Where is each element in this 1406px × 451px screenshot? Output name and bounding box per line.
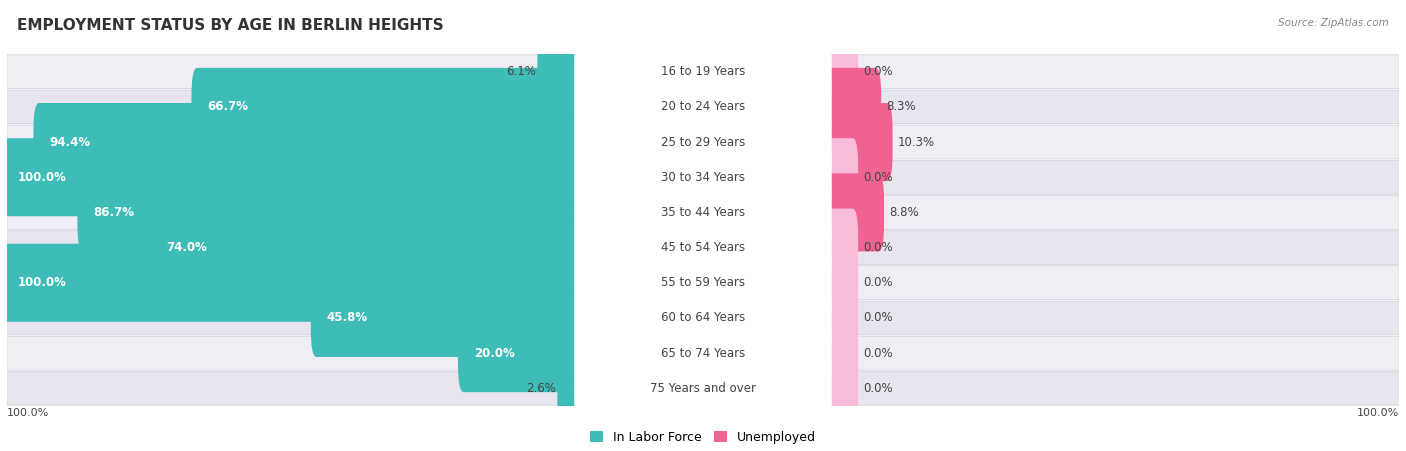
FancyBboxPatch shape <box>7 372 1399 405</box>
Text: EMPLOYMENT STATUS BY AGE IN BERLIN HEIGHTS: EMPLOYMENT STATUS BY AGE IN BERLIN HEIGH… <box>17 18 443 33</box>
FancyBboxPatch shape <box>557 349 583 428</box>
Text: 35 to 44 Years: 35 to 44 Years <box>661 206 745 219</box>
Text: 0.0%: 0.0% <box>863 312 893 324</box>
Text: 0.0%: 0.0% <box>863 65 893 78</box>
FancyBboxPatch shape <box>823 103 893 181</box>
FancyBboxPatch shape <box>311 279 583 357</box>
FancyBboxPatch shape <box>823 279 858 357</box>
FancyBboxPatch shape <box>191 68 583 146</box>
FancyBboxPatch shape <box>574 290 832 346</box>
Text: 6.1%: 6.1% <box>506 65 536 78</box>
FancyBboxPatch shape <box>574 43 832 100</box>
Text: 66.7%: 66.7% <box>208 101 249 113</box>
FancyBboxPatch shape <box>77 173 583 252</box>
Text: 100.0%: 100.0% <box>17 276 66 289</box>
Text: 100.0%: 100.0% <box>1357 408 1399 418</box>
Legend: In Labor Force, Unemployed: In Labor Force, Unemployed <box>585 426 821 449</box>
FancyBboxPatch shape <box>7 336 1399 370</box>
FancyBboxPatch shape <box>574 254 832 311</box>
FancyBboxPatch shape <box>574 219 832 276</box>
Text: 2.6%: 2.6% <box>526 382 555 395</box>
FancyBboxPatch shape <box>7 196 1399 229</box>
FancyBboxPatch shape <box>458 314 583 392</box>
FancyBboxPatch shape <box>823 208 858 287</box>
FancyBboxPatch shape <box>823 138 858 216</box>
FancyBboxPatch shape <box>537 32 583 111</box>
FancyBboxPatch shape <box>823 244 858 322</box>
FancyBboxPatch shape <box>7 161 1399 194</box>
FancyBboxPatch shape <box>574 114 832 170</box>
Text: 0.0%: 0.0% <box>863 241 893 254</box>
FancyBboxPatch shape <box>7 125 1399 159</box>
FancyBboxPatch shape <box>823 173 884 252</box>
Text: 0.0%: 0.0% <box>863 171 893 184</box>
FancyBboxPatch shape <box>7 55 1399 88</box>
FancyBboxPatch shape <box>150 208 583 287</box>
FancyBboxPatch shape <box>574 325 832 382</box>
Text: 16 to 19 Years: 16 to 19 Years <box>661 65 745 78</box>
Text: 0.0%: 0.0% <box>863 382 893 395</box>
Text: 65 to 74 Years: 65 to 74 Years <box>661 347 745 359</box>
Text: 100.0%: 100.0% <box>7 408 49 418</box>
FancyBboxPatch shape <box>574 184 832 241</box>
Text: 86.7%: 86.7% <box>93 206 135 219</box>
FancyBboxPatch shape <box>823 32 858 111</box>
Text: 45.8%: 45.8% <box>326 312 368 324</box>
Text: 0.0%: 0.0% <box>863 276 893 289</box>
Text: 74.0%: 74.0% <box>166 241 207 254</box>
Text: Source: ZipAtlas.com: Source: ZipAtlas.com <box>1278 18 1389 28</box>
Text: 100.0%: 100.0% <box>17 171 66 184</box>
Text: 20 to 24 Years: 20 to 24 Years <box>661 101 745 113</box>
FancyBboxPatch shape <box>1 138 583 216</box>
Text: 25 to 29 Years: 25 to 29 Years <box>661 136 745 148</box>
Text: 10.3%: 10.3% <box>897 136 935 148</box>
FancyBboxPatch shape <box>823 68 882 146</box>
Text: 45 to 54 Years: 45 to 54 Years <box>661 241 745 254</box>
Text: 75 Years and over: 75 Years and over <box>650 382 756 395</box>
Text: 94.4%: 94.4% <box>49 136 90 148</box>
FancyBboxPatch shape <box>574 360 832 417</box>
Text: 0.0%: 0.0% <box>863 347 893 359</box>
Text: 8.8%: 8.8% <box>889 206 918 219</box>
FancyBboxPatch shape <box>7 90 1399 124</box>
Text: 20.0%: 20.0% <box>474 347 515 359</box>
FancyBboxPatch shape <box>823 314 858 392</box>
Text: 60 to 64 Years: 60 to 64 Years <box>661 312 745 324</box>
FancyBboxPatch shape <box>7 301 1399 335</box>
FancyBboxPatch shape <box>7 231 1399 264</box>
Text: 8.3%: 8.3% <box>886 101 915 113</box>
FancyBboxPatch shape <box>574 78 832 135</box>
Text: 55 to 59 Years: 55 to 59 Years <box>661 276 745 289</box>
Text: 30 to 34 Years: 30 to 34 Years <box>661 171 745 184</box>
FancyBboxPatch shape <box>823 349 858 428</box>
FancyBboxPatch shape <box>574 149 832 206</box>
FancyBboxPatch shape <box>7 266 1399 299</box>
FancyBboxPatch shape <box>34 103 583 181</box>
FancyBboxPatch shape <box>1 244 583 322</box>
